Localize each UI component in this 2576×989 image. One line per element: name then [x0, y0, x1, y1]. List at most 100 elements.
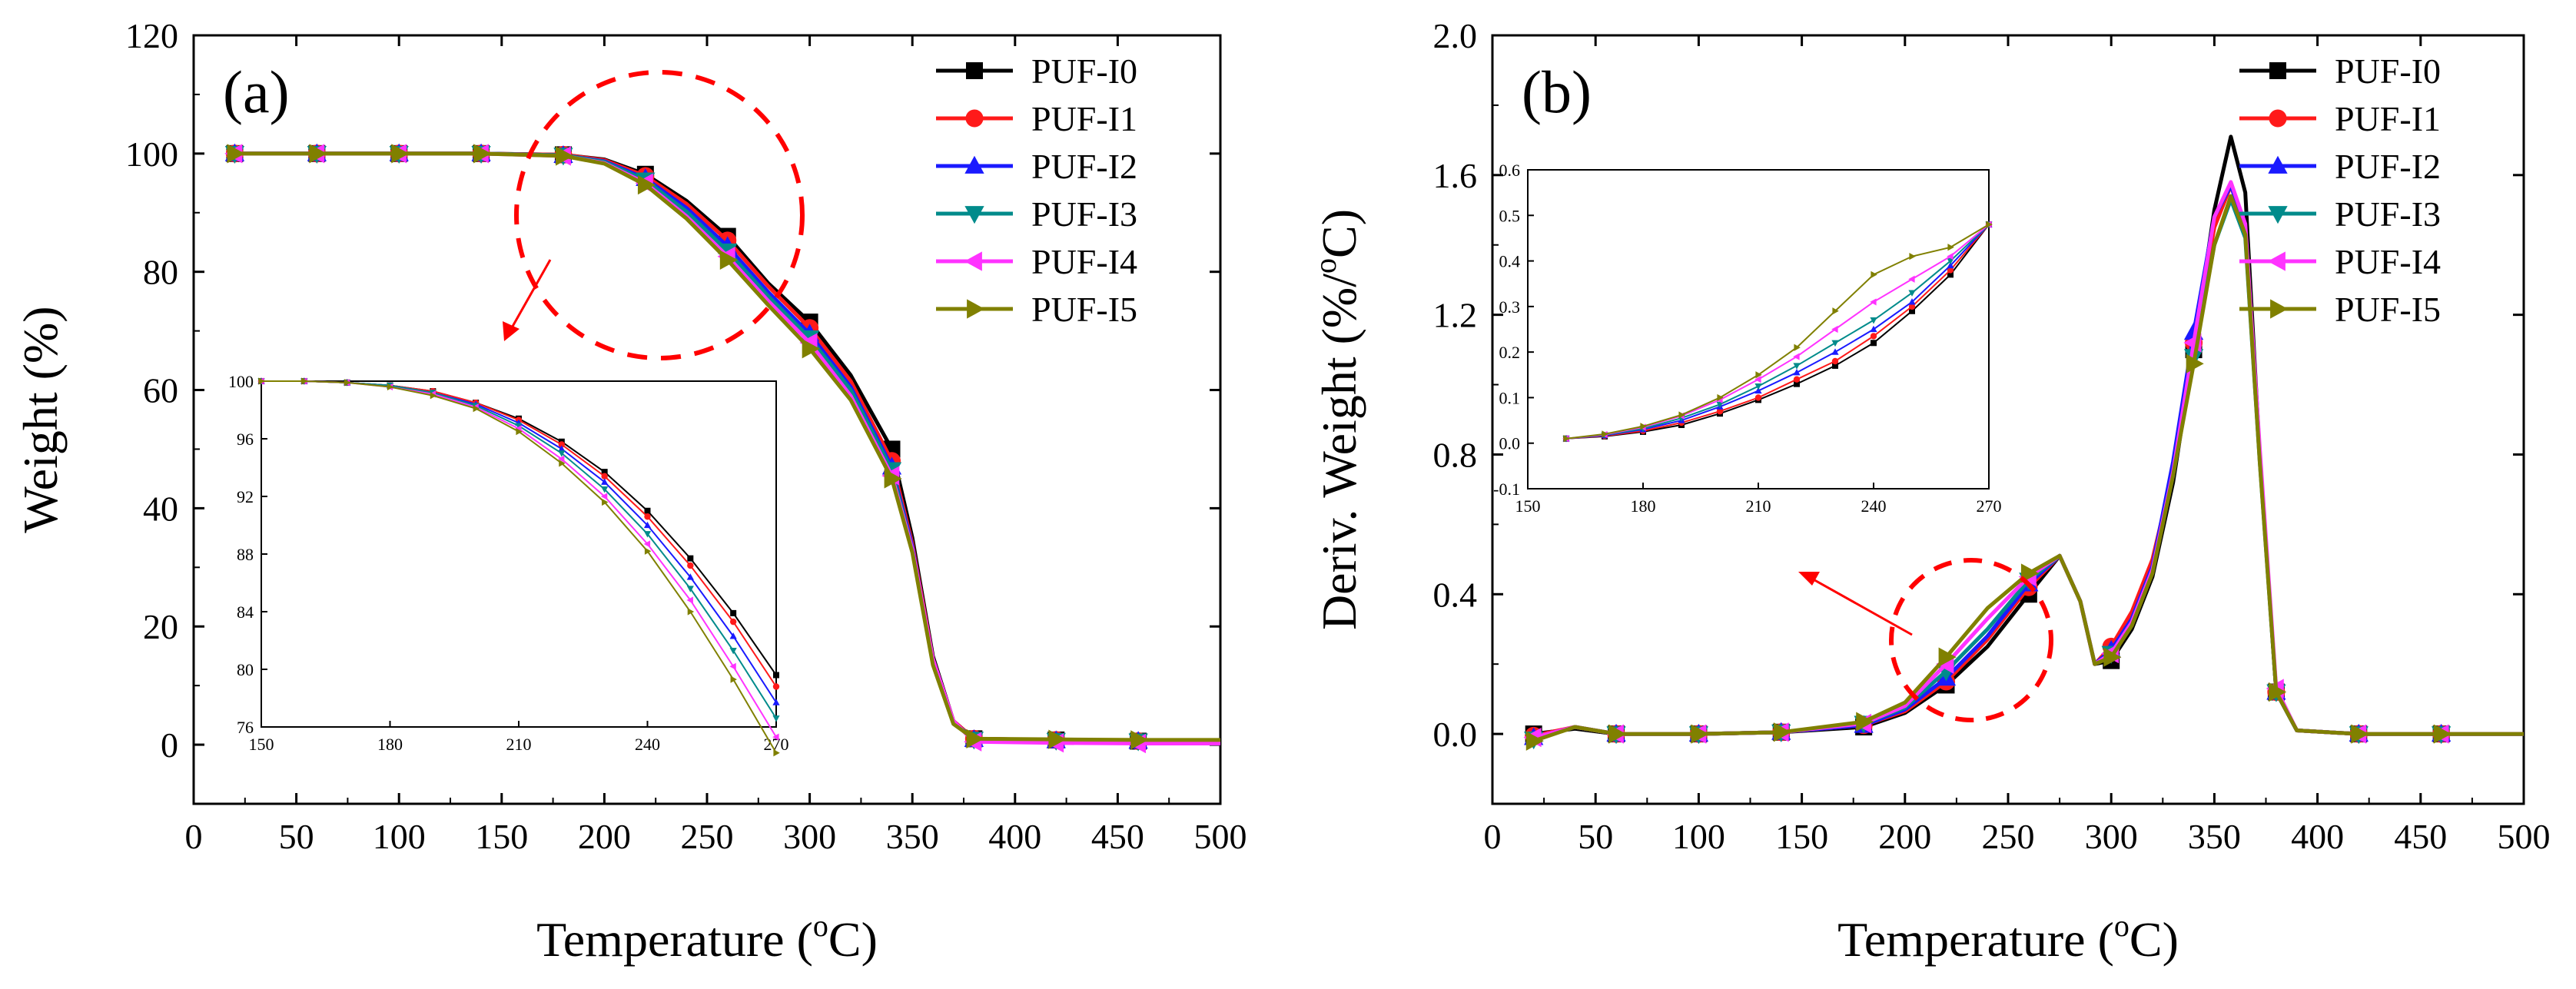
inset-x-tick-label-b: 240 — [1861, 496, 1887, 516]
inset-data-point-PUF-I5 — [516, 428, 523, 436]
x-tick-label-b: 50 — [1578, 817, 1613, 856]
y-tick-label-a: 20 — [143, 607, 178, 646]
x-axis-label-a: Temperature (oC) — [536, 908, 878, 967]
highlight-circle-b — [1889, 558, 2053, 722]
legend-label-PUF-I0: PUF-I0 — [1031, 51, 1137, 91]
inset-y-tick-label-b: 0.6 — [1499, 161, 1521, 180]
inset-series-line-PUF-I0 — [1565, 224, 1990, 440]
data-point-PUF-I5 — [966, 728, 984, 749]
x-tick-label-b: 200 — [1878, 817, 1931, 856]
inset-data-point-PUF-I5 — [473, 405, 480, 413]
x-tick-label-b: 400 — [2291, 817, 2344, 856]
inset-data-point-PUF-I0 — [644, 507, 651, 514]
inset-y-tick-label-a: 80 — [237, 660, 254, 679]
inset-data-point-PUF-I3 — [1908, 290, 1916, 297]
inset-data-point-PUF-I0 — [1794, 380, 1800, 387]
inset-y-tick-label-b: 0.5 — [1499, 206, 1521, 225]
legend-marker-PUF-I5 — [967, 299, 985, 319]
inset-data-point-PUF-I1 — [772, 683, 780, 690]
inset-data-point-PUF-I0 — [1871, 340, 1877, 347]
x-tick-label-a: 50 — [279, 817, 314, 856]
inset-x-tick-label-b: 150 — [1515, 496, 1541, 516]
inset-data-point-PUF-I3 — [729, 648, 737, 655]
inset-data-point-PUF-I4 — [1947, 253, 1954, 261]
inset-data-point-PUF-I0 — [601, 469, 608, 476]
data-point-PUF-I5 — [2103, 647, 2122, 667]
inset-data-point-PUF-I3 — [1947, 257, 1954, 265]
inset-data-point-PUF-I5 — [1794, 343, 1801, 351]
inset-data-point-PUF-I4 — [1870, 298, 1877, 306]
data-point-PUF-I5 — [473, 144, 492, 164]
inset-data-point-PUF-I4 — [643, 540, 651, 548]
inset-data-point-PUF-I3 — [643, 531, 652, 538]
data-point-PUF-I5 — [2351, 724, 2369, 744]
panel-label-b: (b) — [1522, 58, 1592, 125]
inset-data-point-PUF-I3 — [515, 423, 523, 430]
inset-data-point-PUF-I5 — [687, 608, 695, 616]
y-tick-label-b: 2.0 — [1433, 16, 1478, 55]
inset-data-point-PUF-I3 — [601, 486, 609, 493]
data-point-PUF-I5 — [719, 250, 738, 270]
x-tick-label-b: 350 — [2188, 817, 2241, 856]
inset-data-point-PUF-I5 — [1832, 307, 1839, 315]
inset-y-tick-label-a: 92 — [237, 487, 254, 506]
legend-label-PUF-I3: PUF-I3 — [2335, 194, 2441, 234]
x-axis-label-sup: o — [813, 908, 828, 943]
inset-data-point-PUF-I2 — [729, 632, 737, 639]
y-axis-label-a: Weight (%) — [13, 306, 68, 533]
y-tick-label-b: 1.2 — [1433, 296, 1478, 335]
y-tick-label-a: 100 — [125, 134, 178, 174]
inset-data-point-PUF-I0 — [687, 555, 694, 562]
inset-data-point-PUF-I2 — [1754, 387, 1762, 394]
y-tick-label-a: 60 — [143, 371, 178, 410]
inset-data-point-PUF-I5 — [1871, 270, 1877, 278]
inset-data-point-PUF-I5 — [1563, 435, 1570, 443]
y-tick-label-b: 1.6 — [1433, 156, 1478, 195]
inset-series-line-PUF-I3 — [1565, 224, 1990, 440]
highlight-arrowhead-a — [503, 321, 520, 341]
series-group-a — [224, 143, 1220, 754]
x-axis-label-tail: C) — [2130, 912, 2179, 967]
legend-label-PUF-I0: PUF-I0 — [2335, 51, 2441, 91]
inset-data-point-PUF-I2 — [601, 478, 609, 485]
data-point-PUF-I5 — [556, 146, 574, 166]
data-point-PUF-I5 — [1773, 722, 1791, 742]
inset-data-point-PUF-I5 — [773, 749, 780, 757]
inset-data-point-PUF-I4 — [1908, 275, 1915, 283]
inset-frame-a — [261, 380, 777, 728]
inset-data-point-PUF-I5 — [301, 377, 308, 385]
legend-marker-PUF-I1 — [2269, 109, 2287, 128]
inset-data-point-PUF-I5 — [1947, 244, 1954, 251]
inset-data-point-PUF-I3 — [1831, 340, 1839, 347]
legend-label-PUF-I2: PUF-I2 — [2335, 147, 2441, 186]
inset-data-point-PUF-I5 — [387, 383, 394, 391]
highlight-arrow-b — [1810, 576, 1913, 636]
legend-marker-PUF-I2 — [2268, 155, 2288, 174]
x-tick-label-b: 500 — [2498, 817, 2551, 856]
inset-data-point-PUF-I2 — [1870, 325, 1877, 333]
inset-data-point-PUF-I5 — [344, 379, 351, 387]
x-tick-label-b: 450 — [2394, 817, 2447, 856]
series-group-b — [1523, 134, 2524, 751]
x-axis-label-b: Temperature (oC) — [1837, 908, 2179, 967]
data-point-PUF-I5 — [391, 144, 410, 164]
highlight-arrowhead-b — [1798, 572, 1820, 586]
inset-data-point-PUF-I2 — [1793, 369, 1801, 376]
x-tick-label-a: 250 — [681, 817, 734, 856]
inset-data-point-PUF-I5 — [602, 498, 609, 506]
data-point-PUF-I5 — [227, 144, 245, 164]
legend-label-PUF-I5: PUF-I5 — [1031, 290, 1137, 329]
panel-label-a: (a) — [223, 58, 290, 125]
data-point-PUF-I5 — [1048, 729, 1067, 749]
inset-data-point-PUF-I3 — [1754, 383, 1762, 390]
inset-data-point-PUF-I2 — [772, 699, 780, 705]
legend-label-PUF-I3: PUF-I3 — [1031, 194, 1137, 234]
inset-data-point-PUF-I5 — [1678, 411, 1685, 419]
inset-data-point-PUF-I1 — [601, 473, 608, 480]
legend-marker-PUF-I0 — [966, 62, 983, 79]
x-axis-label-main: Temperature ( — [1837, 912, 2114, 967]
highlight-arrow-a — [509, 259, 552, 331]
inset-data-point-PUF-I0 — [1947, 271, 1954, 278]
data-point-PUF-I5 — [1938, 647, 1957, 667]
legend-label-PUF-I1: PUF-I1 — [2335, 99, 2441, 138]
